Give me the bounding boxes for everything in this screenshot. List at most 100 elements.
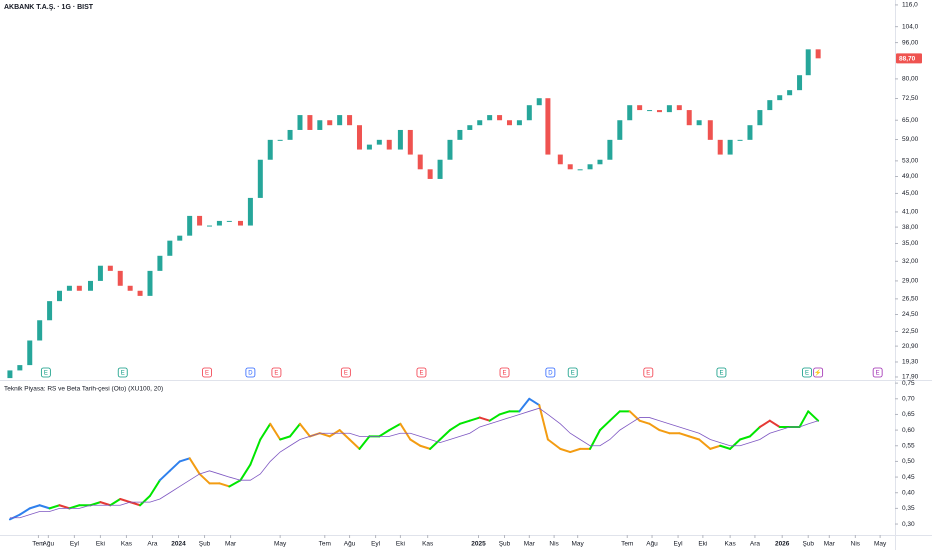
rs-line-segment: [148, 479, 161, 497]
rs-line-segment: [807, 410, 820, 422]
candle-body: [297, 115, 303, 130]
rs-line-segment: [698, 438, 712, 450]
rs-line-segment: [719, 444, 732, 450]
rs-line-segment: [338, 429, 351, 441]
rs-line-segment: [279, 435, 292, 441]
candle-body: [676, 105, 682, 111]
event-marker: [643, 367, 654, 378]
candle-body: [216, 220, 222, 226]
x-tick-label: Tem: [32, 541, 44, 548]
x-tick-label: Eyl: [371, 541, 381, 548]
rs-line-segment: [139, 494, 151, 507]
y-tick-label: 29,00: [902, 278, 919, 285]
x-tick-label: May: [274, 541, 287, 548]
y-tick-label: 104,0: [902, 23, 919, 30]
y-tick-label: 45,00: [902, 190, 919, 197]
x-tick-label: Nis: [549, 541, 559, 548]
event-label: E: [44, 371, 48, 377]
candle-body: [497, 115, 503, 121]
candle-body: [767, 100, 773, 111]
rs-line-segment: [498, 410, 511, 416]
candle-body: [557, 154, 563, 165]
candle-body: [506, 120, 512, 126]
candle-body: [647, 110, 653, 112]
rs-line-segment: [239, 463, 252, 482]
candle-body: [327, 120, 333, 126]
candle-body: [57, 290, 63, 302]
candle-body: [37, 320, 43, 341]
y-tick-label: 96,00: [902, 39, 919, 46]
y-tick-label: 32,00: [902, 258, 919, 265]
rs-line-segment: [259, 422, 272, 441]
event-label: E: [805, 371, 809, 377]
event-marker: [40, 367, 51, 378]
candle-body: [137, 290, 143, 296]
y-tick-label: 26,50: [902, 296, 919, 303]
event-label: E: [274, 371, 278, 377]
candle-body: [587, 164, 593, 170]
rs-line-segment: [559, 447, 572, 454]
y-tick-label: 41,00: [902, 209, 919, 216]
event-marker: [245, 367, 256, 378]
rs-line-segment: [48, 504, 61, 510]
candle-body: [727, 139, 733, 155]
candle-body: [686, 110, 692, 126]
candle-body: [347, 115, 353, 126]
candle-body: [526, 105, 532, 121]
y-tick-label: 17,90: [902, 374, 919, 381]
candle-body: [536, 98, 542, 106]
candle-body: [666, 105, 672, 113]
y-tick-label: 38,00: [902, 224, 919, 231]
candle-body: [337, 115, 343, 126]
candle-body: [487, 115, 493, 121]
y-tick-label: 0,70: [902, 396, 915, 403]
y-tick-label: 19,30: [902, 359, 919, 366]
x-tick-label: Şub: [199, 541, 211, 548]
candle-body: [417, 154, 423, 170]
event-label: ⚡: [814, 369, 821, 377]
candle-body: [97, 265, 103, 281]
y-tick-label: 49,00: [902, 173, 919, 180]
rs-line-segment: [89, 501, 102, 507]
candle-body: [366, 144, 372, 150]
candle-body: [477, 120, 483, 126]
y-tick-label: 0,60: [902, 427, 915, 434]
candle-body: [386, 139, 392, 150]
rs-line-segment: [58, 504, 71, 510]
rs-line-segment: [628, 410, 641, 422]
candle-body: [47, 301, 53, 321]
candle-body: [376, 139, 382, 145]
current-price-label: 88,70: [899, 56, 916, 63]
candle-body: [27, 340, 33, 366]
event-marker: [567, 367, 578, 378]
candle-body: [277, 139, 283, 141]
event-label: D: [548, 371, 553, 377]
current-price-box: [896, 53, 922, 64]
candle-body: [267, 139, 273, 160]
rs-line-segment: [488, 413, 501, 422]
rs-line-segment: [688, 435, 701, 441]
candle-body: [617, 120, 623, 140]
candle-body: [777, 95, 783, 101]
candle-body: [757, 110, 763, 126]
rs-line-segment: [378, 429, 391, 438]
candle-body: [737, 139, 743, 141]
rs-line-segment: [409, 438, 422, 447]
x-tick-label: Şub: [499, 541, 511, 548]
candle-body: [567, 164, 573, 170]
candle-body: [237, 220, 243, 226]
candle-body: [577, 169, 583, 171]
rs-line-segment: [648, 422, 661, 432]
rs-line-segment: [298, 422, 311, 438]
candle-body: [545, 98, 551, 155]
y-tick-label: 0,65: [902, 411, 915, 418]
candle-body: [17, 365, 23, 371]
y-tick-label: 20,90: [902, 343, 919, 350]
event-marker: [716, 367, 727, 378]
rs-line-segment: [419, 444, 432, 450]
rs-line-segment: [18, 507, 31, 516]
rs-line-segment: [448, 422, 461, 432]
candle-body: [427, 169, 433, 179]
y-tick-label: 53,00: [902, 158, 919, 165]
